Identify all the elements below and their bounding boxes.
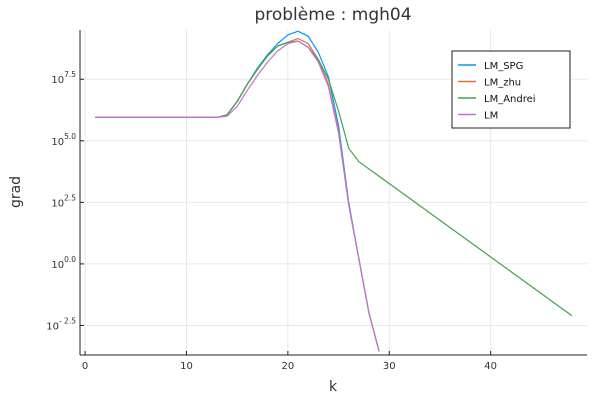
y-tick-base: 10 [51, 260, 64, 271]
legend-label: LM [484, 111, 498, 122]
x-tick-label: 0 [82, 361, 88, 372]
x-tick-label: 40 [484, 361, 497, 372]
y-tick-exponent: - 2.5 [59, 316, 76, 325]
legend-label: LM_SPG [484, 61, 523, 72]
legend: LM_SPG LM_zhu LM_Andrei LM [451, 50, 571, 129]
y-tick-exponent: 2.5 [64, 193, 76, 202]
y-tick-label: 10- 2.5 [46, 316, 76, 332]
y-tick-exponent: 5.0 [64, 132, 76, 141]
series-lines [95, 30, 573, 352]
chart-title: problème : mgh04 [254, 5, 411, 25]
y-tick-base: 10 [51, 75, 64, 86]
x-tick-label: 10 [180, 361, 193, 372]
x-ticks: 0 10 20 30 40 [82, 351, 497, 372]
y-axis-label: grad [8, 176, 24, 208]
y-tick-label: 100.0 [51, 255, 76, 271]
series-line-lm [95, 40, 380, 352]
x-axis-label: k [329, 379, 338, 395]
y-tick-base: 10 [51, 137, 64, 148]
axes [79, 30, 587, 356]
y-tick-label: 107.5 [51, 70, 76, 86]
legend-label: LM_zhu [484, 78, 521, 89]
y-tick-label: 102.5 [51, 193, 76, 209]
series-line-lm-zhu [95, 37, 380, 352]
y-tick-exponent: 0.0 [64, 255, 76, 264]
y-tick-base: 10 [46, 321, 59, 332]
y-tick-label: 105.0 [51, 132, 76, 148]
x-tick-label: 30 [383, 361, 396, 372]
legend-label: LM_Andrei [484, 94, 536, 105]
y-tick-exponent: 7.5 [64, 70, 76, 79]
x-tick-label: 20 [282, 361, 295, 372]
y-tick-base: 10 [51, 198, 64, 209]
